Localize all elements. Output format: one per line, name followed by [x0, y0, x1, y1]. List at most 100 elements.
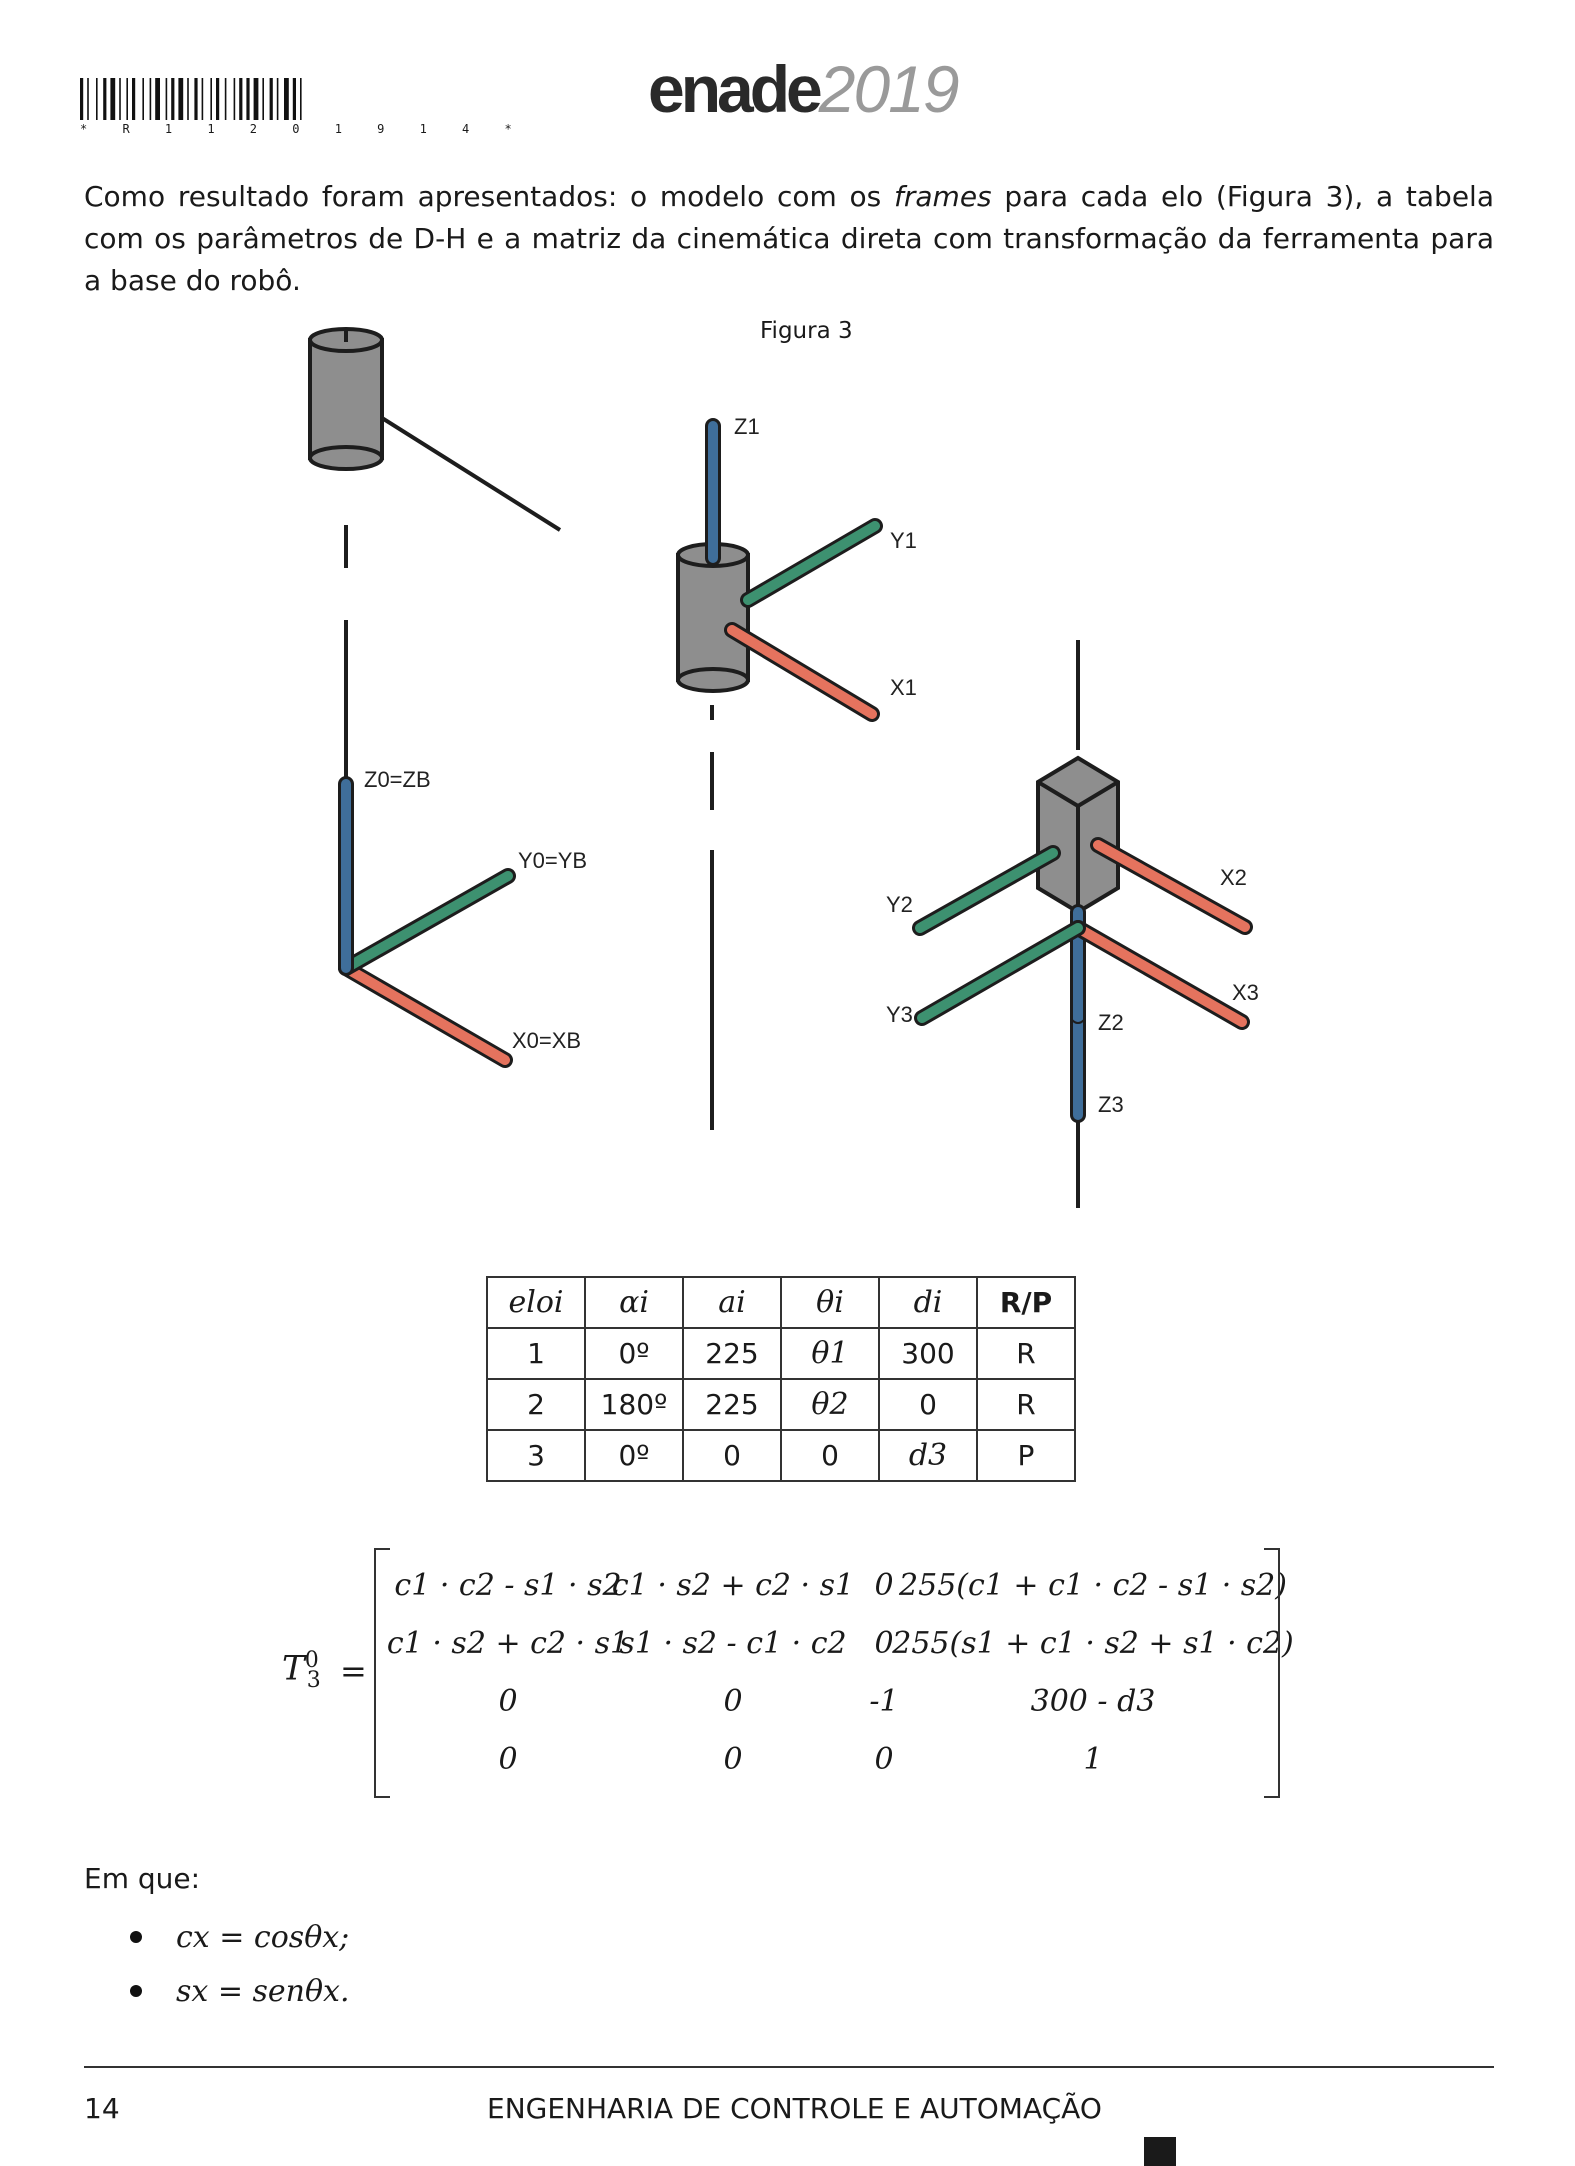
enade-logo: enade2019 [648, 56, 960, 122]
matrix-cell: 0 [498, 1683, 518, 1719]
label-z0: Z0=ZB [364, 767, 431, 792]
table-cell: 0 [682, 1429, 782, 1482]
frame-2-3: X2 Y2 X3 Y3 Z2 Z3 [886, 755, 1259, 1123]
label-y3: Y3 [886, 1002, 913, 1027]
label-z2: Z2 [1098, 1010, 1124, 1035]
matrix-cell: -1 [869, 1683, 899, 1719]
table-row: 1 0º 225 θ1 300 R [486, 1327, 1076, 1380]
list-item: sx = senθx. [130, 1964, 350, 2018]
col-header-elo: eloi [486, 1276, 586, 1329]
table-cell: 0º [584, 1429, 684, 1482]
label-z3: Z3 [1098, 1092, 1124, 1117]
logo-main: enade [648, 52, 823, 126]
col-header-a: ai [682, 1276, 782, 1329]
table-cell: 0 [780, 1429, 880, 1482]
table-cell: R [976, 1378, 1076, 1431]
matrix-cell: c1 · c2 - s1 · s2 [394, 1567, 622, 1603]
bullet-icon [130, 1931, 142, 1943]
table-cell: 3 [486, 1429, 586, 1482]
definitions-intro: Em que: [84, 1862, 201, 1895]
matrix-cell: 0 [874, 1625, 894, 1661]
intro-italic: frames [894, 180, 992, 213]
robot-frames-figure: Z0=ZB Y0=YB X0=XB Z1 Y1 X1 [260, 300, 1320, 1220]
table-cell: 225 [682, 1327, 782, 1380]
footer-title: ENGENHARIA DE CONTROLE E AUTOMAÇÃO [487, 2092, 1102, 2125]
matrix-cell: s1 · s2 - c1 · c2 [619, 1625, 847, 1661]
definition-text: cx = cosθx; [176, 1919, 350, 1955]
table-cell: 0º [584, 1327, 684, 1380]
intro-paragraph: Como resultado foram apresentados: o mod… [84, 176, 1494, 302]
label-x3: X3 [1232, 980, 1259, 1005]
y3-axis [917, 923, 1083, 1023]
table-cell: 1 [486, 1327, 586, 1380]
y2-axis [915, 848, 1058, 933]
frame-0: Z0=ZB Y0=YB X0=XB [338, 767, 587, 1068]
barcode: * R 1 1 2 0 1 9 1 4 * [80, 78, 526, 138]
page-number: 14 [84, 2092, 120, 2125]
bullet-icon [130, 1985, 142, 1997]
label-x0: X0=XB [512, 1028, 581, 1053]
table-cell: 225 [682, 1378, 782, 1431]
matrix-bracket-left [374, 1548, 390, 1798]
matrix-cell: 0 [874, 1567, 894, 1603]
table-cell: 180º [584, 1378, 684, 1431]
matrix-label: T03 [282, 1648, 321, 1694]
matrix-cell: 0 [498, 1741, 518, 1777]
robot-frames-diagram: Z0=ZB Y0=YB X0=XB Z1 Y1 X1 [308, 327, 1259, 1208]
table-cell: R [976, 1327, 1076, 1380]
definition-text: sx = senθx. [176, 1973, 350, 2009]
matrix-label-sup: 0 [304, 1648, 319, 1673]
base-cylinder [308, 327, 384, 471]
table-header-row: eloi αi ai θi di R/P [486, 1276, 1076, 1329]
matrix-cell: 255(s1 + c1 · s2 + s1 · c2) [892, 1625, 1294, 1661]
col-header-alpha: αi [584, 1276, 684, 1329]
figure-caption: Figura 3 [760, 318, 853, 344]
label-y2: Y2 [886, 892, 913, 917]
table-cell: 2 [486, 1378, 586, 1431]
footer-divider [84, 2066, 1494, 2068]
dh-parameters-table: eloi αi ai θi di R/P 1 0º 225 θ1 300 R 2… [486, 1276, 1076, 1482]
table-cell: d3 [878, 1429, 978, 1482]
matrix-label-sub: 3 [306, 1668, 321, 1694]
label-y1: Y1 [890, 528, 917, 553]
link-line-1 [380, 416, 562, 532]
matrix-cell: 0 [874, 1741, 894, 1777]
barcode-bars [80, 78, 302, 120]
equals-sign: = [340, 1652, 367, 1690]
frame-1: Z1 Y1 X1 [676, 414, 917, 722]
label-y0: Y0=YB [518, 848, 587, 873]
matrix-cell: c1 · s2 + c2 · s1 [386, 1625, 630, 1661]
x3-axis [1073, 923, 1247, 1027]
matrix-grid: c1 · c2 - s1 · s2 c1 · s2 + c2 · s1 0 25… [386, 1556, 1294, 1788]
matrix-cell: 0 [723, 1741, 743, 1777]
table-cell: 300 [878, 1327, 978, 1380]
col-header-rp: R/P [976, 1276, 1076, 1329]
logo-year: 2019 [818, 52, 960, 126]
matrix-bracket-right [1264, 1548, 1280, 1798]
label-x2: X2 [1220, 865, 1247, 890]
label-x1: X1 [890, 675, 917, 700]
x1-axis [727, 625, 877, 719]
col-header-d: di [878, 1276, 978, 1329]
matrix-cell: 1 [1083, 1741, 1103, 1777]
y1-axis [743, 521, 880, 605]
intro-text-1: Como resultado foram apresentados: o mod… [84, 180, 895, 213]
intro-text-2: para cada elo (Figura 3), a tabela com o… [84, 180, 1494, 297]
definitions-list: cx = cosθx; sx = senθx. [130, 1910, 350, 2018]
label-z1: Z1 [734, 414, 760, 439]
table-cell: 0 [878, 1378, 978, 1431]
matrix-cell: 255(c1 + c1 · c2 - s1 · s2) [899, 1567, 1287, 1603]
transformation-matrix: T03 = c1 · c2 - s1 · s2 c1 · s2 + c2 · s… [282, 1548, 1302, 1808]
table-row: 2 180º 225 θ2 0 R [486, 1378, 1076, 1431]
matrix-cell: 0 [723, 1683, 743, 1719]
table-cell: θ1 [780, 1327, 880, 1380]
list-item: cx = cosθx; [130, 1910, 350, 1964]
registration-mark [1144, 2137, 1176, 2166]
col-header-theta: θi [780, 1276, 880, 1329]
matrix-cell: c1 · s2 + c2 · s1 [611, 1567, 855, 1603]
barcode-text: * R 1 1 2 0 1 9 1 4 * [80, 122, 526, 136]
matrix-cell: 300 - d3 [1030, 1683, 1156, 1719]
table-row: 3 0º 0 0 d3 P [486, 1429, 1076, 1482]
table-cell: P [976, 1429, 1076, 1482]
table-cell: θ2 [780, 1378, 880, 1431]
